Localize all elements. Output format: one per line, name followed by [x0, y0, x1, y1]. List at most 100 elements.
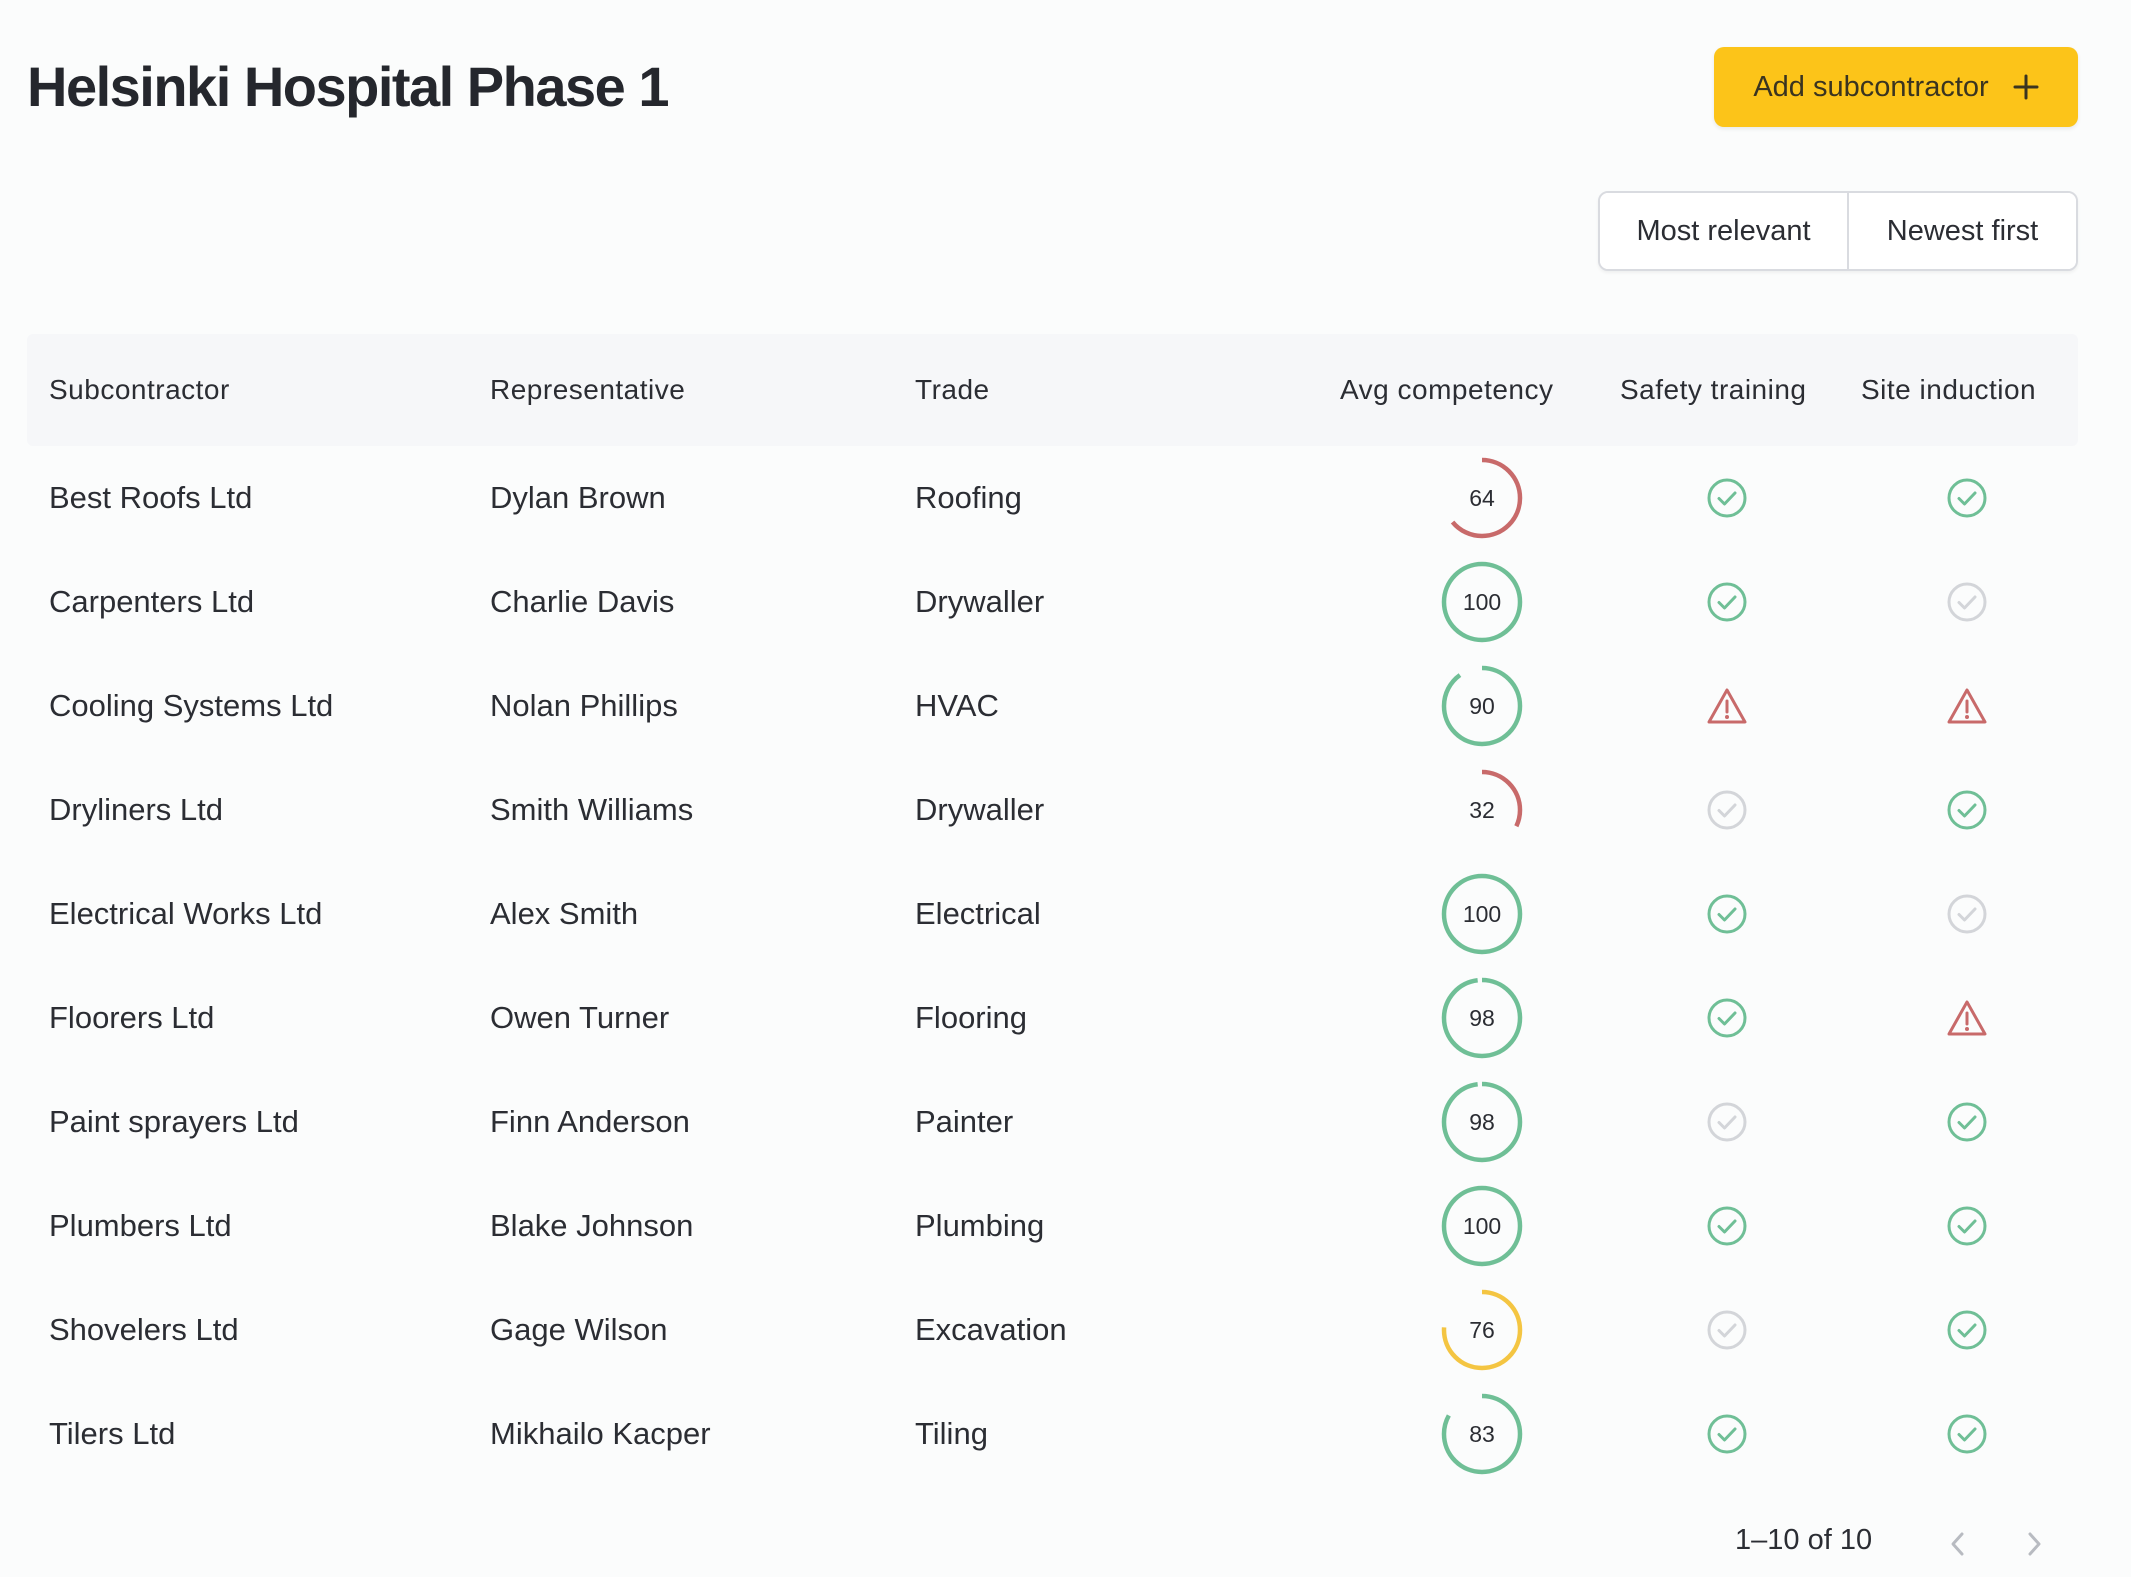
plus-icon [2013, 74, 2039, 100]
trade-name: Drywaller [915, 584, 1045, 619]
safety-training-status [1607, 654, 1847, 758]
table-row[interactable]: Dryliners Ltd Smith Williams Drywaller 32 [27, 758, 2078, 862]
competency-value: 98 [1469, 1109, 1495, 1135]
safety-training-status [1607, 966, 1847, 1070]
site-induction-status [1847, 446, 2087, 550]
trade-name: HVAC [915, 688, 999, 723]
subcontractor-name: Cooling Systems Ltd [49, 688, 334, 723]
table-row[interactable]: Best Roofs Ltd Dylan Brown Roofing 64 [27, 446, 2078, 550]
safety-training-status [1607, 862, 1847, 966]
check-circle-icon [1947, 1102, 1987, 1142]
competency-ring: 64 [1440, 456, 1524, 540]
trade-name: Electrical [915, 896, 1041, 931]
trade-name: Flooring [915, 1000, 1027, 1035]
check-circle-icon [1947, 478, 1987, 518]
site-induction-status [1847, 1278, 2087, 1382]
table-row[interactable]: Plumbers Ltd Blake Johnson Plumbing 100 [27, 1174, 2078, 1278]
site-induction-status [1847, 966, 2087, 1070]
safety-training-status [1607, 446, 1847, 550]
site-induction-status [1847, 1174, 2087, 1278]
subcontractor-table: Subcontractor Representative Trade Avg c… [27, 334, 2078, 1486]
competency-cell: 32 [1367, 758, 1597, 862]
subcontractor-name: Carpenters Ltd [49, 584, 255, 619]
check-circle-icon [1947, 1206, 1987, 1246]
competency-cell: 98 [1367, 1070, 1597, 1174]
representative-name: Gage Wilson [490, 1312, 668, 1347]
competency-cell: 98 [1367, 966, 1597, 1070]
competency-value: 64 [1469, 485, 1495, 511]
competency-cell: 90 [1367, 654, 1597, 758]
competency-value: 90 [1469, 693, 1495, 719]
representative-name: Mikhailo Kacper [490, 1416, 711, 1451]
competency-ring: 76 [1440, 1288, 1524, 1372]
competency-cell: 100 [1367, 1174, 1597, 1278]
previous-page-button[interactable] [1938, 1524, 1978, 1564]
table-row[interactable]: Electrical Works Ltd Alex Smith Electrical… [27, 862, 2078, 966]
check-circle-pending-icon [1947, 894, 1987, 934]
check-circle-pending-icon [1707, 790, 1747, 830]
site-induction-status [1847, 758, 2087, 862]
add-subcontractor-button[interactable]: Add subcontractor [1714, 47, 2078, 127]
representative-name: Finn Anderson [490, 1104, 690, 1139]
site-induction-status [1847, 550, 2087, 654]
check-circle-icon [1707, 998, 1747, 1038]
subcontractor-name: Best Roofs Ltd [49, 480, 253, 515]
table-row[interactable]: Shovelers Ltd Gage Wilson Excavation 76 [27, 1278, 2078, 1382]
column-header-site-induction[interactable]: Site induction [1861, 374, 2037, 405]
competency-ring: 98 [1440, 976, 1524, 1060]
column-header-subcontractor[interactable]: Subcontractor [49, 374, 230, 405]
competency-value: 83 [1469, 1421, 1495, 1447]
table-row[interactable]: Carpenters Ltd Charlie Davis Drywaller 100 [27, 550, 2078, 654]
trade-name: Drywaller [915, 792, 1045, 827]
competency-cell: 83 [1367, 1382, 1597, 1486]
table-row[interactable]: Cooling Systems Ltd Nolan Phillips HVAC 90 [27, 654, 2078, 758]
trade-name: Excavation [915, 1312, 1067, 1347]
table-row[interactable]: Tilers Ltd Mikhailo Kacper Tiling 83 [27, 1382, 2078, 1486]
sort-most-relevant-button[interactable]: Most relevant [1600, 193, 1849, 269]
subcontractor-name: Electrical Works Ltd [49, 896, 323, 931]
column-header-trade[interactable]: Trade [915, 374, 990, 405]
site-induction-status [1847, 654, 2087, 758]
check-circle-icon [1947, 1414, 1987, 1454]
check-circle-icon [1947, 790, 1987, 830]
site-induction-status [1847, 862, 2087, 966]
site-induction-status [1847, 1382, 2087, 1486]
check-circle-icon [1947, 1310, 1987, 1350]
representative-name: Smith Williams [490, 792, 694, 827]
check-circle-icon [1707, 1206, 1747, 1246]
column-header-safety-training[interactable]: Safety training [1620, 374, 1807, 405]
chevron-left-icon [1951, 1532, 1964, 1556]
site-induction-status [1847, 1070, 2087, 1174]
representative-name: Alex Smith [490, 896, 639, 931]
sort-toggle: Most relevant Newest first [1598, 191, 2078, 271]
warning-icon [1947, 1000, 1987, 1036]
competency-ring: 100 [1440, 872, 1524, 956]
check-circle-pending-icon [1707, 1102, 1747, 1142]
competency-cell: 64 [1367, 446, 1597, 550]
column-header-representative[interactable]: Representative [490, 374, 686, 405]
competency-value: 98 [1469, 1005, 1495, 1031]
safety-training-status [1607, 1278, 1847, 1382]
representative-name: Owen Turner [490, 1000, 670, 1035]
trade-name: Roofing [915, 480, 1022, 515]
trade-name: Painter [915, 1104, 1014, 1139]
competency-value: 100 [1462, 1213, 1502, 1239]
competency-ring: 100 [1440, 1184, 1524, 1268]
check-circle-pending-icon [1947, 582, 1987, 622]
next-page-button[interactable] [2014, 1524, 2054, 1564]
subcontractor-name: Dryliners Ltd [49, 792, 223, 827]
column-header-avg-competency[interactable]: Avg competency [1340, 374, 1554, 405]
trade-name: Tiling [915, 1416, 988, 1451]
add-subcontractor-label: Add subcontractor [1753, 70, 1989, 103]
warning-icon [1707, 688, 1747, 724]
chevron-right-icon [2028, 1532, 2041, 1556]
safety-training-status [1607, 550, 1847, 654]
sort-newest-first-button[interactable]: Newest first [1849, 193, 2076, 269]
competency-ring: 83 [1440, 1392, 1524, 1476]
competency-cell: 100 [1367, 550, 1597, 654]
table-row[interactable]: Paint sprayers Ltd Finn Anderson Painter 98 [27, 1070, 2078, 1174]
table-row[interactable]: Floorers Ltd Owen Turner Flooring 98 [27, 966, 2078, 1070]
competency-ring: 98 [1440, 1080, 1524, 1164]
table-body: Best Roofs Ltd Dylan Brown Roofing 64 Carpen… [27, 446, 2078, 1486]
competency-cell: 100 [1367, 862, 1597, 966]
